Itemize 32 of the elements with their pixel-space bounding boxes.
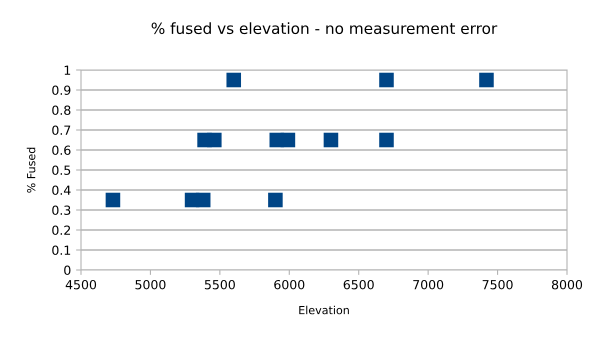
y-axis-title: % Fused xyxy=(26,148,36,193)
point xyxy=(226,72,242,88)
point xyxy=(479,72,494,88)
y-tick-label: 0.4 xyxy=(52,185,71,195)
x-tick-label: 8000 xyxy=(552,280,582,290)
y-tick-label: 0.1 xyxy=(52,245,70,255)
y-tick-label: 0.3 xyxy=(52,205,70,215)
x-tick-label: 6500 xyxy=(344,280,374,290)
point xyxy=(207,132,222,148)
x-tick-label: 7500 xyxy=(482,280,513,290)
x-tick-label: 7000 xyxy=(413,280,444,290)
y-tick-label: 0.9 xyxy=(52,85,70,95)
point xyxy=(379,72,394,88)
point xyxy=(268,192,283,208)
y-tick-label: 0.7 xyxy=(52,125,70,135)
x-tick-label: 6000 xyxy=(274,280,304,290)
x-tick-label: 5500 xyxy=(204,280,235,290)
point xyxy=(196,192,210,208)
chart-title: % fused vs elevation - no measurement error xyxy=(152,22,498,34)
y-tick-label: 0.8 xyxy=(52,105,70,115)
point xyxy=(324,132,338,148)
y-tick-label: 0 xyxy=(64,265,70,275)
y-tick-label: 1 xyxy=(64,66,70,75)
y-tick-label: 0.5 xyxy=(52,165,70,175)
y-tick-label: 0.2 xyxy=(52,225,70,235)
y-tick-label: 0.6 xyxy=(52,145,70,155)
x-tick-label: 5000 xyxy=(135,280,166,290)
x-axis-title: Elevation xyxy=(299,306,349,314)
point xyxy=(280,132,296,148)
x-tick-label: 4500 xyxy=(66,280,96,290)
point xyxy=(379,132,394,148)
point xyxy=(106,192,120,208)
